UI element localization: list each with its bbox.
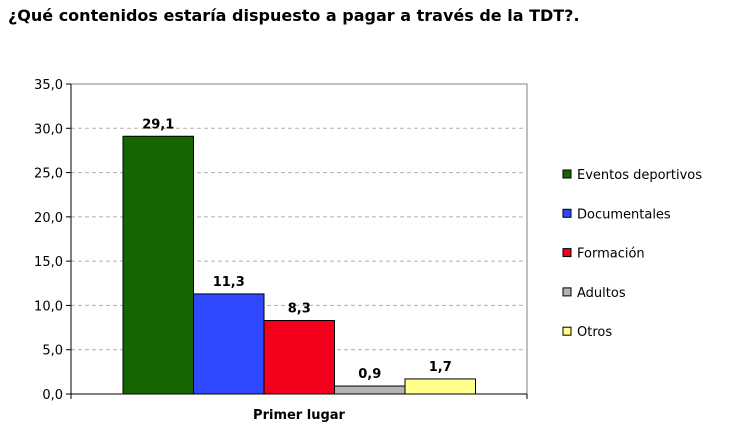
data-label: 1,7 xyxy=(429,360,452,375)
y-tick-label: 10,0 xyxy=(34,299,63,314)
data-label: 29,1 xyxy=(142,117,174,132)
legend-swatch xyxy=(562,208,572,218)
legend-label: Eventos deportivos xyxy=(577,168,702,183)
y-tick-label: 0,0 xyxy=(42,388,63,403)
y-tick-label: 25,0 xyxy=(34,167,63,182)
x-category-label: Primer lugar xyxy=(253,408,345,423)
bar-documentales xyxy=(193,293,265,395)
data-label: 11,3 xyxy=(213,275,245,290)
legend-label: Formación xyxy=(577,247,645,262)
y-tick-label: 35,0 xyxy=(34,78,63,93)
y-tick-label: 20,0 xyxy=(34,211,63,226)
bar-adultos xyxy=(334,385,406,395)
y-tick-label: 5,0 xyxy=(42,344,63,359)
data-label: 0,9 xyxy=(358,367,381,382)
bar-formación xyxy=(263,319,335,395)
legend-swatch xyxy=(562,248,572,258)
y-tick-label: 30,0 xyxy=(34,122,63,137)
bar-otros xyxy=(404,378,476,395)
data-label: 8,3 xyxy=(288,301,311,316)
legend-label: Adultos xyxy=(577,286,626,301)
legend-label: Otros xyxy=(577,325,612,340)
legend-label: Documentales xyxy=(577,207,671,222)
legend-swatch xyxy=(562,326,572,336)
chart-title: ¿Qué contenidos estaría dispuesto a paga… xyxy=(8,6,580,25)
bar-eventos-deportivos xyxy=(122,135,194,395)
legend-swatch xyxy=(562,287,572,297)
y-tick-label: 15,0 xyxy=(34,255,63,270)
legend-swatch xyxy=(562,169,572,179)
